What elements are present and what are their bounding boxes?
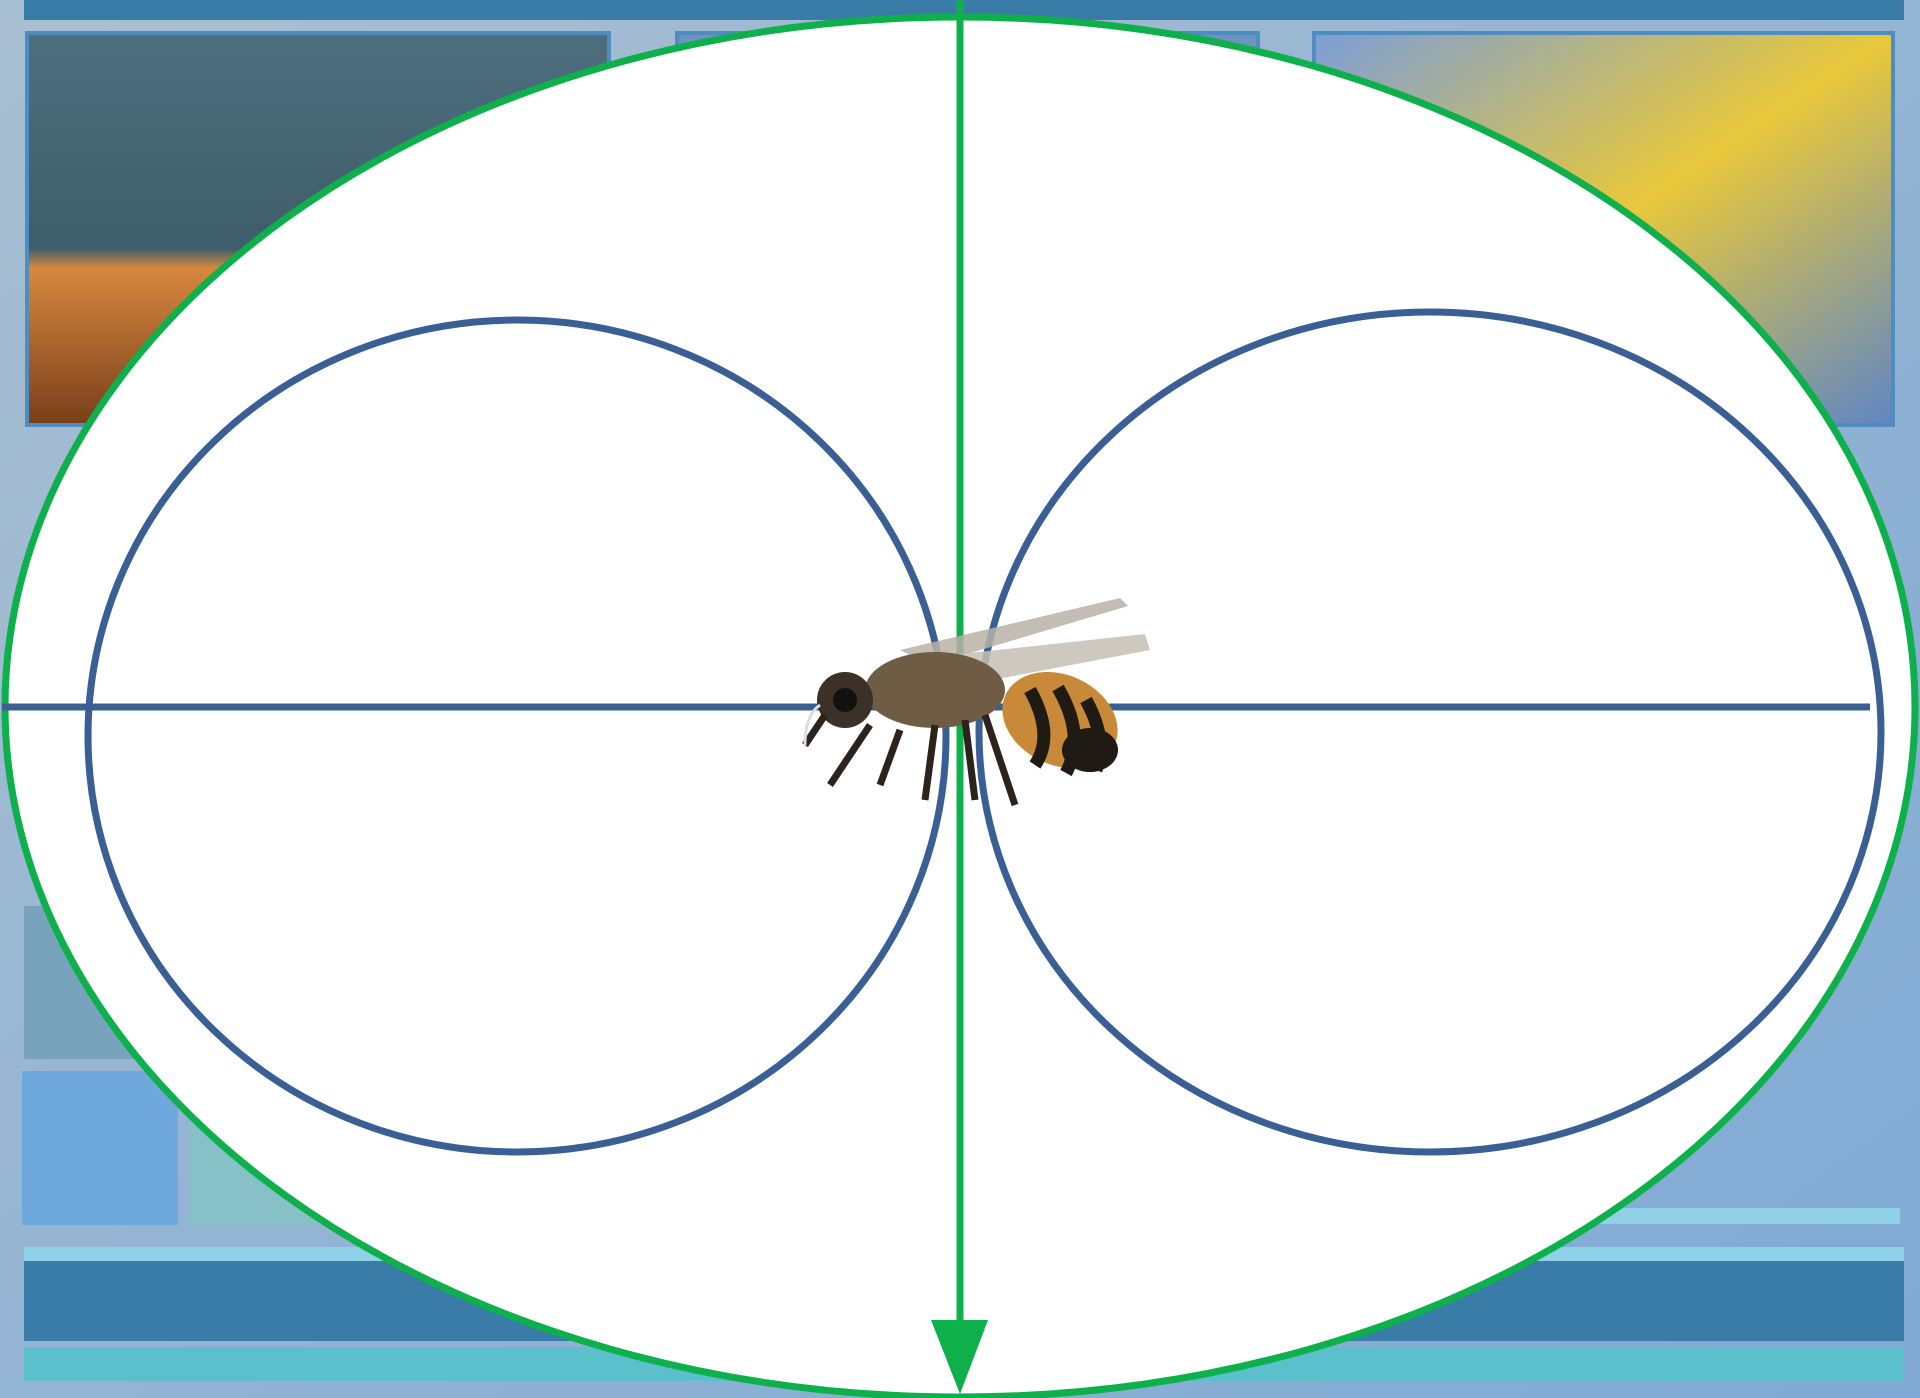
deco-block xyxy=(22,1071,178,1225)
page xyxy=(0,0,1920,1398)
slide xyxy=(0,0,1920,1398)
